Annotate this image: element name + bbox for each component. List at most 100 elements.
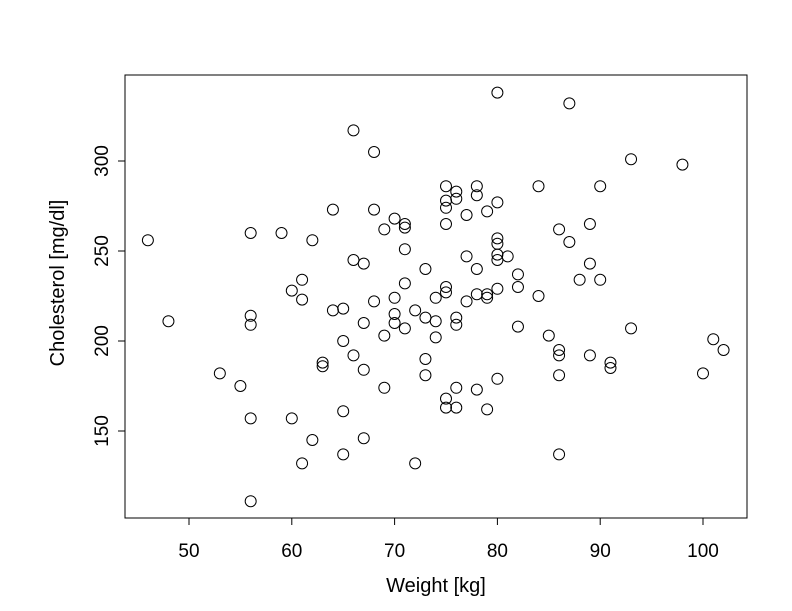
data-point (429, 291, 442, 304)
data-point (470, 263, 483, 275)
data-point (511, 320, 524, 333)
data-point (717, 344, 730, 356)
data-point (326, 304, 339, 317)
data-point (409, 457, 422, 470)
data-point (604, 362, 617, 374)
data-point (337, 405, 350, 418)
data-point (553, 223, 566, 236)
data-point (162, 315, 175, 328)
data-point (553, 344, 566, 356)
data-point (450, 192, 463, 205)
data-point (213, 367, 226, 380)
data-point (470, 180, 483, 193)
data-point (244, 309, 257, 322)
data-point (378, 381, 391, 394)
data-point (697, 367, 709, 380)
data-point (594, 180, 607, 193)
data-point (337, 302, 350, 315)
data-point (398, 277, 411, 290)
data-point (481, 288, 494, 301)
x-tick-label: 70 (384, 541, 405, 562)
data-point (450, 401, 463, 414)
data-point (604, 356, 617, 369)
data-point (378, 329, 391, 342)
data-point (491, 282, 504, 295)
data-point (470, 189, 483, 202)
data-point (450, 381, 463, 394)
data-point (275, 227, 288, 239)
data-point (440, 392, 452, 405)
data-point (347, 349, 360, 362)
data-point (357, 317, 370, 329)
data-point (419, 353, 432, 365)
data-point (563, 236, 576, 248)
data-point (553, 448, 566, 461)
data-point (460, 209, 473, 221)
data-point (625, 322, 638, 335)
data-point (398, 218, 411, 230)
data-point (491, 372, 504, 385)
data-point (583, 257, 596, 270)
data-point (440, 401, 452, 414)
data-point (429, 331, 442, 344)
data-point (306, 234, 319, 247)
data-points (141, 86, 730, 508)
data-point (573, 273, 586, 286)
x-tick-label: 90 (590, 541, 611, 562)
data-point (388, 317, 401, 329)
data-point (481, 291, 494, 304)
data-point (244, 412, 257, 425)
data-point (553, 349, 566, 362)
data-point (398, 322, 411, 335)
data-point (316, 360, 329, 373)
x-axis: 50 60 70 80 90 100 (178, 517, 719, 562)
data-point (244, 318, 257, 331)
data-point (460, 250, 473, 263)
data-point (542, 329, 555, 342)
x-tick-label: 60 (281, 541, 302, 562)
data-point (625, 153, 638, 166)
data-point (419, 263, 432, 275)
data-point (583, 349, 596, 362)
y-tick-label: 300 (92, 145, 113, 177)
plot-frame (124, 74, 748, 519)
data-point (583, 218, 596, 230)
data-point (553, 369, 566, 382)
data-point (450, 311, 463, 324)
data-point (347, 254, 360, 266)
data-point (470, 383, 483, 396)
data-point (285, 284, 298, 297)
data-point (470, 288, 483, 301)
x-tick-label: 80 (487, 541, 508, 562)
data-point (316, 356, 329, 369)
x-axis-label: Weight [kg] (386, 575, 486, 597)
data-point (368, 146, 381, 158)
data-point (368, 295, 381, 308)
x-tick-label: 50 (178, 541, 199, 562)
data-point (440, 286, 452, 299)
data-point (244, 495, 257, 508)
data-point (440, 201, 452, 214)
data-point (326, 203, 339, 216)
y-tick-label: 200 (92, 325, 113, 357)
data-point (357, 432, 370, 445)
data-point (429, 315, 442, 328)
data-point (450, 318, 463, 331)
data-point (306, 434, 319, 446)
x-tick-label: 100 (687, 541, 719, 562)
data-point (491, 86, 504, 99)
data-point (409, 304, 422, 317)
data-point (419, 369, 432, 382)
data-point (357, 363, 370, 376)
data-point (594, 273, 607, 286)
data-point (511, 268, 524, 281)
data-point (511, 281, 524, 293)
data-point (676, 158, 689, 171)
data-point (707, 333, 720, 346)
data-point (481, 205, 494, 218)
data-point (378, 223, 391, 236)
data-point (337, 448, 350, 461)
data-point (419, 311, 432, 324)
data-point (357, 257, 370, 270)
